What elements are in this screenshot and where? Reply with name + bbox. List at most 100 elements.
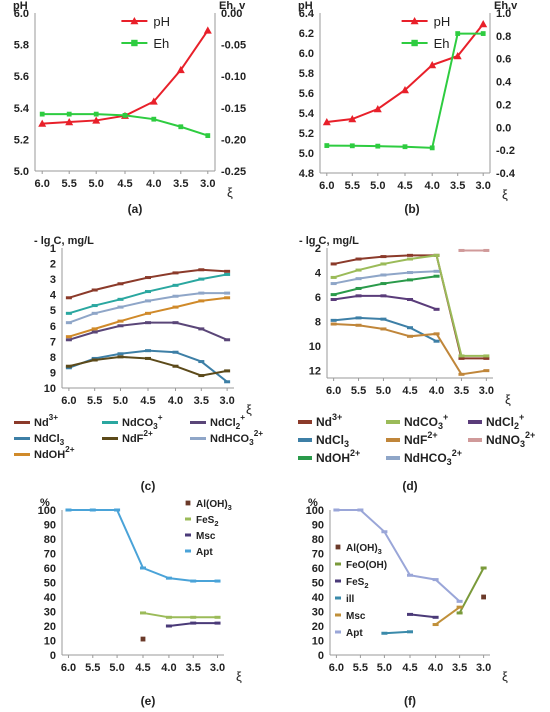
data-point: [149, 97, 158, 105]
y-tick-label: 100: [306, 505, 324, 517]
data-point: [39, 111, 45, 117]
x-tick-label: 3.5: [194, 395, 209, 407]
x-tick-label: 4.5: [140, 395, 155, 407]
x-tick-label: 3.0: [200, 178, 215, 190]
y-tick-label: 10: [44, 636, 56, 648]
panel-caption: (c): [141, 479, 156, 493]
x-tick-label: 4.0: [429, 385, 444, 397]
data-point: [355, 323, 362, 327]
x-tick-label: 3.5: [454, 385, 469, 397]
y-tick-label: 5.0: [14, 166, 29, 178]
y-tick-label: 90: [312, 520, 324, 532]
legend-marker: [185, 500, 191, 506]
data-point: [401, 86, 409, 94]
y-tick-label: 6: [50, 321, 56, 333]
legend-swatch: [386, 456, 400, 460]
data-point: [65, 296, 72, 300]
data-point: [198, 360, 205, 364]
y-tick-label: 50: [44, 578, 56, 590]
data-point: [433, 332, 440, 336]
data-point: [330, 322, 337, 326]
y-tick-label: 40: [312, 592, 324, 604]
legend-swatch: [298, 420, 312, 424]
data-point: [432, 623, 439, 627]
data-point: [407, 271, 413, 275]
x-tick-label: 3.0: [476, 180, 491, 192]
data-point: [330, 262, 337, 266]
data-point: [483, 354, 490, 358]
legend-label: FeO(OH): [346, 560, 387, 571]
y-right-tick-label: -0.15: [221, 103, 246, 115]
legend-label: NdHCO32+: [210, 429, 263, 447]
y-tick-label: 6: [315, 292, 321, 304]
data-point: [198, 277, 205, 281]
data-point: [380, 294, 387, 298]
data-point: [224, 338, 231, 342]
legend-marker: [335, 544, 341, 550]
data-point: [165, 615, 172, 619]
data-point: [322, 118, 331, 126]
legend-swatch: [14, 421, 30, 424]
x-tick-label: 4.5: [402, 662, 417, 674]
y-axis-label: pH: [298, 0, 313, 12]
series-line: [333, 275, 437, 296]
data-point: [65, 311, 72, 315]
y-tick-label: 6.4: [299, 8, 315, 20]
legend-label: NdCl2+: [210, 413, 245, 431]
data-point: [117, 319, 124, 323]
data-point: [198, 291, 205, 295]
data-point: [333, 508, 340, 512]
data-point: [65, 366, 72, 370]
legend-label: ill: [346, 594, 355, 605]
data-point: [433, 269, 440, 273]
y-tick-label: 70: [44, 549, 56, 561]
data-point: [402, 144, 408, 150]
x-tick-label: 3.0: [210, 662, 225, 674]
data-point: [433, 339, 440, 343]
data-point: [224, 380, 231, 384]
data-point: [117, 324, 124, 328]
data-point: [91, 311, 98, 315]
data-point: [145, 356, 151, 360]
legend-label: Eh: [153, 36, 169, 51]
data-point: [380, 255, 387, 259]
series-line: [435, 606, 461, 626]
legend-marker: [335, 562, 341, 566]
data-point: [373, 105, 382, 113]
y-right-tick-label: -0.4: [496, 168, 516, 180]
legend-swatch: [386, 420, 400, 424]
legend-marker: [185, 533, 191, 537]
y-axis-label: pH: [13, 0, 28, 12]
legend-label: Nd3+: [34, 413, 58, 429]
data-point: [380, 262, 387, 266]
x-tick-label: 5.0: [377, 662, 392, 674]
y-tick-label: 20: [44, 621, 56, 633]
data-point: [140, 611, 146, 615]
data-point: [190, 579, 197, 583]
data-point: [145, 321, 151, 325]
y-tick-label: 4: [315, 268, 322, 280]
series-line: [42, 29, 209, 125]
x-tick-label: 6.0: [35, 178, 50, 190]
data-point: [428, 61, 437, 69]
y-right-tick-label: 0.6: [496, 54, 511, 66]
data-point: [407, 612, 413, 616]
series-line: [142, 611, 218, 619]
legend-swatch: [468, 420, 482, 424]
panel-a: 6.0 5.5 5.0 4.5 4.0 3.5 3.0 ξ 5.0 5.2 5.4 5.6 5.8 6.0…: [13, 0, 246, 216]
y-tick-label: 8: [315, 317, 321, 329]
legend-marker: [335, 630, 341, 634]
data-point: [407, 334, 413, 338]
y-tick-label: 6.2: [299, 28, 314, 40]
y-tick-label: 4.8: [299, 168, 314, 180]
data-point: [480, 31, 486, 36]
data-point: [198, 327, 205, 331]
legend-swatch: [14, 437, 30, 440]
panel-c: 6.0 5.5 5.0 4.5 4.0 3.5 3.0 ξ 1 2 3 4 5 6 7 8 9 10 - lg C,…: [14, 235, 263, 493]
data-point: [224, 291, 231, 295]
data-point: [483, 356, 490, 360]
data-point: [330, 275, 337, 279]
x-tick-label: 5.0: [370, 180, 385, 192]
y-tick-label: 9: [50, 367, 56, 379]
